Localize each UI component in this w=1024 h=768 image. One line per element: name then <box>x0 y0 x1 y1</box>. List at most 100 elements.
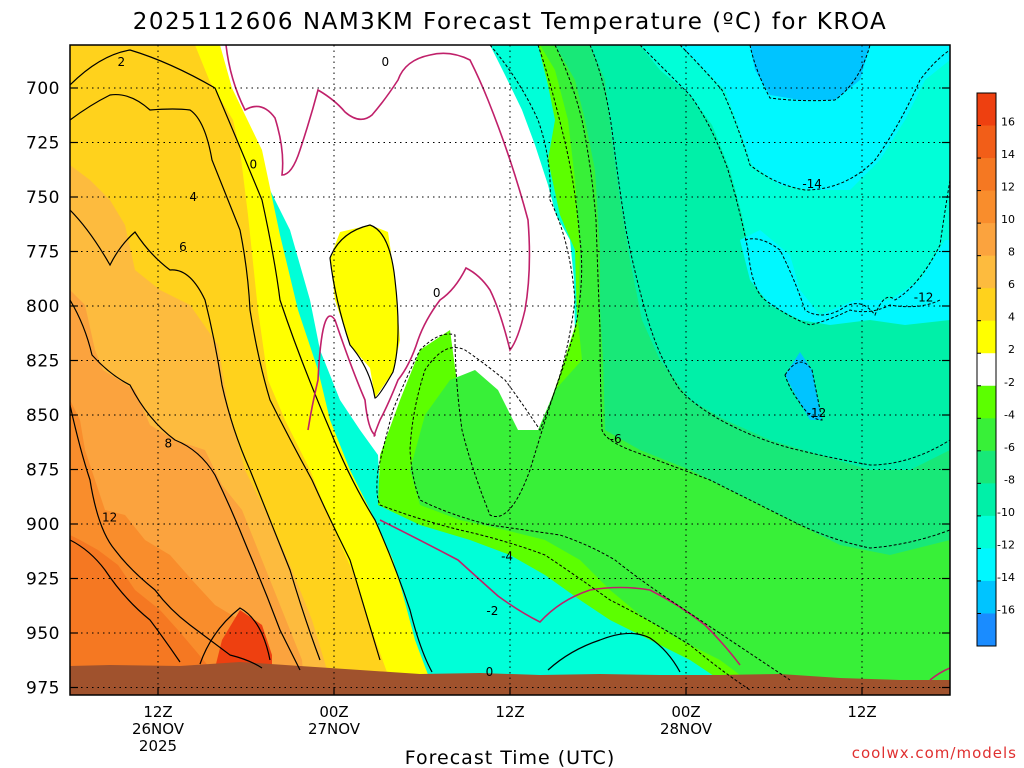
colorbar-label-13: -12 <box>997 538 1015 551</box>
contour-line-bottom-2 <box>547 632 681 673</box>
contour-line-island-2 <box>329 224 399 399</box>
colorbar: 16 14 12 10 8 6 4 2 -2 -4 -6 -8 -10 -12 -14 -16 <box>976 92 1015 647</box>
colorbar-label-3: 10 <box>1001 213 1015 226</box>
contour-label-14: 0 <box>486 665 494 679</box>
colorbar-swatch-11 <box>977 450 996 484</box>
contour-line-10 <box>70 404 263 669</box>
x-tick-label-48-1: 28NOV <box>660 720 713 738</box>
colorbar-swatch-9 <box>977 385 996 419</box>
colorbar-label-11: -8 <box>1004 473 1015 486</box>
colorbar-label-10: -6 <box>1004 441 1015 454</box>
contour-label-10: 8 <box>164 436 172 450</box>
temp-region-band-minus-14 <box>750 45 870 100</box>
colorbar-swatch-13 <box>977 515 996 549</box>
contour-label-5: 0 <box>433 286 441 300</box>
colorbar-swatch-12 <box>977 483 996 517</box>
contour-line-minus-8 <box>589 45 950 466</box>
colorbar-swatch-7 <box>977 320 996 354</box>
colorbar-label-8: -2 <box>1004 376 1015 389</box>
colorbar-label-1: 14 <box>1001 148 1015 161</box>
chart-title: 2025112606 NAM3KM Forecast Temperature (… <box>133 9 888 35</box>
colorbar-swatch-0 <box>977 93 996 127</box>
contour-labels: 2 0 0 4 6 0 -14 -12 -12 -6 8 12 -4 -2 0 <box>102 55 934 679</box>
x-tick-label-24-0: 00Z <box>319 703 348 721</box>
colorbar-label-7: 2 <box>1008 343 1015 356</box>
contour-line-minus-4 <box>409 45 791 681</box>
colorbar-swatch-10 <box>977 418 996 452</box>
contour-line-2 <box>70 49 433 673</box>
colorbar-label-5: 6 <box>1008 278 1015 291</box>
colorbar-swatch-15 <box>977 580 996 614</box>
contour-line-4 <box>70 93 381 661</box>
colorbar-label-0: 16 <box>1001 116 1015 129</box>
colorbar-swatch-14 <box>977 548 996 582</box>
contour-line-6 <box>70 209 321 661</box>
contour-label-3: 4 <box>189 190 197 204</box>
y-tick-label-825: 825 <box>26 352 60 372</box>
contour-label-12: -4 <box>501 550 513 564</box>
colorbar-swatch-1 <box>977 125 996 159</box>
colorbar-label-15: -16 <box>997 603 1015 616</box>
contour-label-0: 2 <box>118 55 126 69</box>
temp-region-island-2 <box>330 225 400 398</box>
contour-label-9: -6 <box>610 432 622 446</box>
y-tick-label-900: 900 <box>26 515 60 535</box>
x-tick-label-24-1: 27NOV <box>308 720 361 738</box>
y-tick-label-875: 875 <box>26 461 60 481</box>
contour-label-6: -14 <box>802 177 822 191</box>
y-tick-label-725: 725 <box>26 134 60 154</box>
contour-line-14 <box>199 607 271 665</box>
colorbar-swatch-5 <box>977 255 996 289</box>
contour-line-12 <box>70 539 181 663</box>
x-tick-label-12-2: 2025 <box>139 737 177 755</box>
contour-line-minus-12-lower <box>744 179 950 317</box>
colorbar-swatch-16 <box>977 613 996 647</box>
colorbar-swatch-6 <box>977 288 996 322</box>
temp-region-band-minus-14-pocket <box>785 352 822 420</box>
colorbar-swatch-3 <box>977 190 996 224</box>
y-tick-label-800: 800 <box>26 297 60 317</box>
contour-label-2: 0 <box>250 157 258 171</box>
colorbar-label-4: 8 <box>1008 246 1015 259</box>
colorbar-swatch-8 <box>977 353 996 387</box>
x-tick-label-60-0: 12Z <box>847 703 876 721</box>
colorbar-frame <box>976 92 997 647</box>
contour-line-minus-12-pocket <box>784 361 823 421</box>
contour-line-0-bottom <box>379 519 741 666</box>
colorbar-label-14: -14 <box>997 571 1015 584</box>
colorbar-label-6: 4 <box>1008 311 1015 324</box>
contour-line-minus-10 <box>639 45 941 326</box>
x-axis-label: Forecast Time (UTC) <box>405 747 615 768</box>
y-tick-label-850: 850 <box>26 406 60 426</box>
colorbar-swatch-4 <box>977 223 996 257</box>
contour-label-11: 12 <box>102 510 117 524</box>
contour-label-8: -12 <box>807 406 827 420</box>
temp-region-band-minus-12 <box>680 45 950 190</box>
x-tick-label-12-1: 26NOV <box>132 720 185 738</box>
y-tick-label-700: 700 <box>26 79 60 99</box>
y-tick-label-750: 750 <box>26 188 60 208</box>
colorbar-label-12: -10 <box>997 506 1015 519</box>
y-tick-label-950: 950 <box>26 624 60 644</box>
zero-contours <box>225 45 950 681</box>
x-tick-label-36-0: 12Z <box>495 703 524 721</box>
contour-label-13: -2 <box>486 604 498 618</box>
contour-line-minus-12 <box>679 45 950 191</box>
y-tick-label-775: 775 <box>26 243 60 263</box>
credit-text: coolwx.com/models <box>852 744 1017 762</box>
y-tick-label-925: 925 <box>26 570 60 590</box>
contour-line-minus-14 <box>749 45 871 102</box>
colorbar-swatch-2 <box>977 158 996 192</box>
colorbar-label-9: -4 <box>1004 408 1015 421</box>
y-tick-label-975: 975 <box>26 679 60 699</box>
colorbar-label-2: 12 <box>1001 181 1015 194</box>
contour-line-minus-6 <box>554 45 950 549</box>
contour-label-4: 6 <box>179 240 187 254</box>
contour-line-0-right <box>929 667 950 681</box>
temp-region-band-minus-12-lower <box>740 230 950 325</box>
contour-line-8 <box>70 299 301 671</box>
contour-label-7: -12 <box>914 290 934 304</box>
